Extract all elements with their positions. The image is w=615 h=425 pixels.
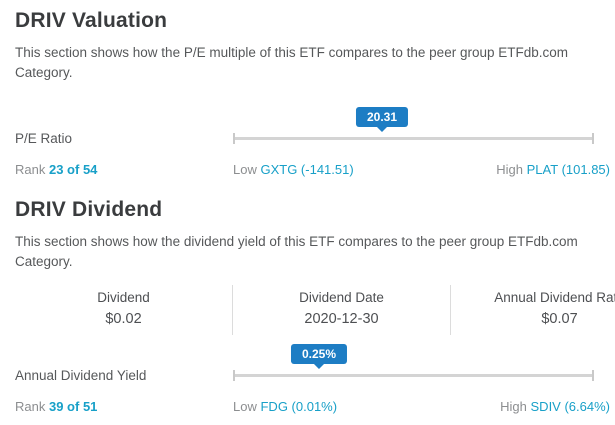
pe-ratio-rank-row: Rank 23 of 54 Low GXTG (-141.51) High PL…: [15, 162, 610, 178]
high-label: High: [496, 162, 524, 177]
stat-value: $0.02: [105, 311, 142, 327]
low-label: Low: [233, 399, 257, 414]
stat-value: $0.07: [541, 311, 578, 327]
stat-label: Annual Dividend Rate: [494, 290, 615, 305]
high-ticker-link[interactable]: PLAT (101.85): [526, 162, 610, 177]
pe-ratio-row: P/E Ratio 20.31: [15, 101, 610, 147]
dividend-stats-row: Dividend $0.02 Dividend Date 2020-12-30 …: [15, 285, 615, 335]
stat-annual-dividend-rate: Annual Dividend Rate $0.07: [450, 285, 615, 335]
annual-dividend-yield-value-tooltip: 0.25%: [290, 344, 348, 364]
annual-dividend-yield-slider-track: [233, 370, 594, 381]
annual-dividend-yield-rank: Rank 39 of 51: [15, 399, 233, 415]
pe-ratio-slider: 20.31: [233, 101, 594, 147]
annual-dividend-yield-slider: 0.25%: [233, 338, 594, 384]
pe-ratio-slider-track: [233, 133, 594, 144]
annual-dividend-yield-high: High SDIV (6.64%): [500, 399, 610, 415]
low-ticker-link[interactable]: GXTG (-141.51): [260, 162, 354, 177]
pe-ratio-low: Low GXTG (-141.51): [233, 162, 496, 178]
stat-dividend-date: Dividend Date 2020-12-30: [232, 285, 450, 335]
annual-dividend-yield-row: Annual Dividend Yield 0.25%: [15, 338, 610, 384]
valuation-section-heading: DRIV Valuation: [15, 9, 168, 32]
valuation-section-description: This section shows how the P/E multiple …: [15, 45, 568, 80]
pe-ratio-high: High PLAT (101.85): [496, 162, 610, 178]
stat-label: Dividend Date: [299, 290, 384, 305]
pe-ratio-value-tooltip: 20.31: [355, 107, 409, 127]
low-label: Low: [233, 162, 257, 177]
stat-label: Dividend: [97, 290, 150, 305]
rank-value: 39 of 51: [48, 399, 98, 414]
annual-dividend-yield-low: Low FDG (0.01%): [233, 399, 500, 415]
rank-label: Rank: [15, 162, 46, 177]
dividend-section-heading: DRIV Dividend: [15, 198, 163, 221]
high-label: High: [500, 399, 527, 414]
stat-value: 2020-12-30: [304, 311, 379, 327]
valuation-section: DRIV Valuation This section shows how th…: [15, 8, 610, 178]
low-ticker-link[interactable]: FDG (0.01%): [260, 399, 338, 414]
dividend-section-description: This section shows how the dividend yiel…: [15, 234, 578, 269]
pe-ratio-rank: Rank 23 of 54: [15, 162, 233, 178]
rank-label: Rank: [15, 399, 46, 414]
high-ticker-link[interactable]: SDIV (6.64%): [530, 399, 610, 414]
annual-dividend-yield-rank-row: Rank 39 of 51 Low FDG (0.01%) High SDIV …: [15, 399, 610, 415]
stat-dividend: Dividend $0.02: [15, 285, 232, 335]
annual-dividend-yield-label: Annual Dividend Yield: [15, 368, 147, 383]
rank-value: 23 of 54: [48, 162, 98, 177]
dividend-section: DRIV Dividend This section shows how the…: [15, 197, 615, 415]
pe-ratio-label: P/E Ratio: [15, 131, 73, 146]
